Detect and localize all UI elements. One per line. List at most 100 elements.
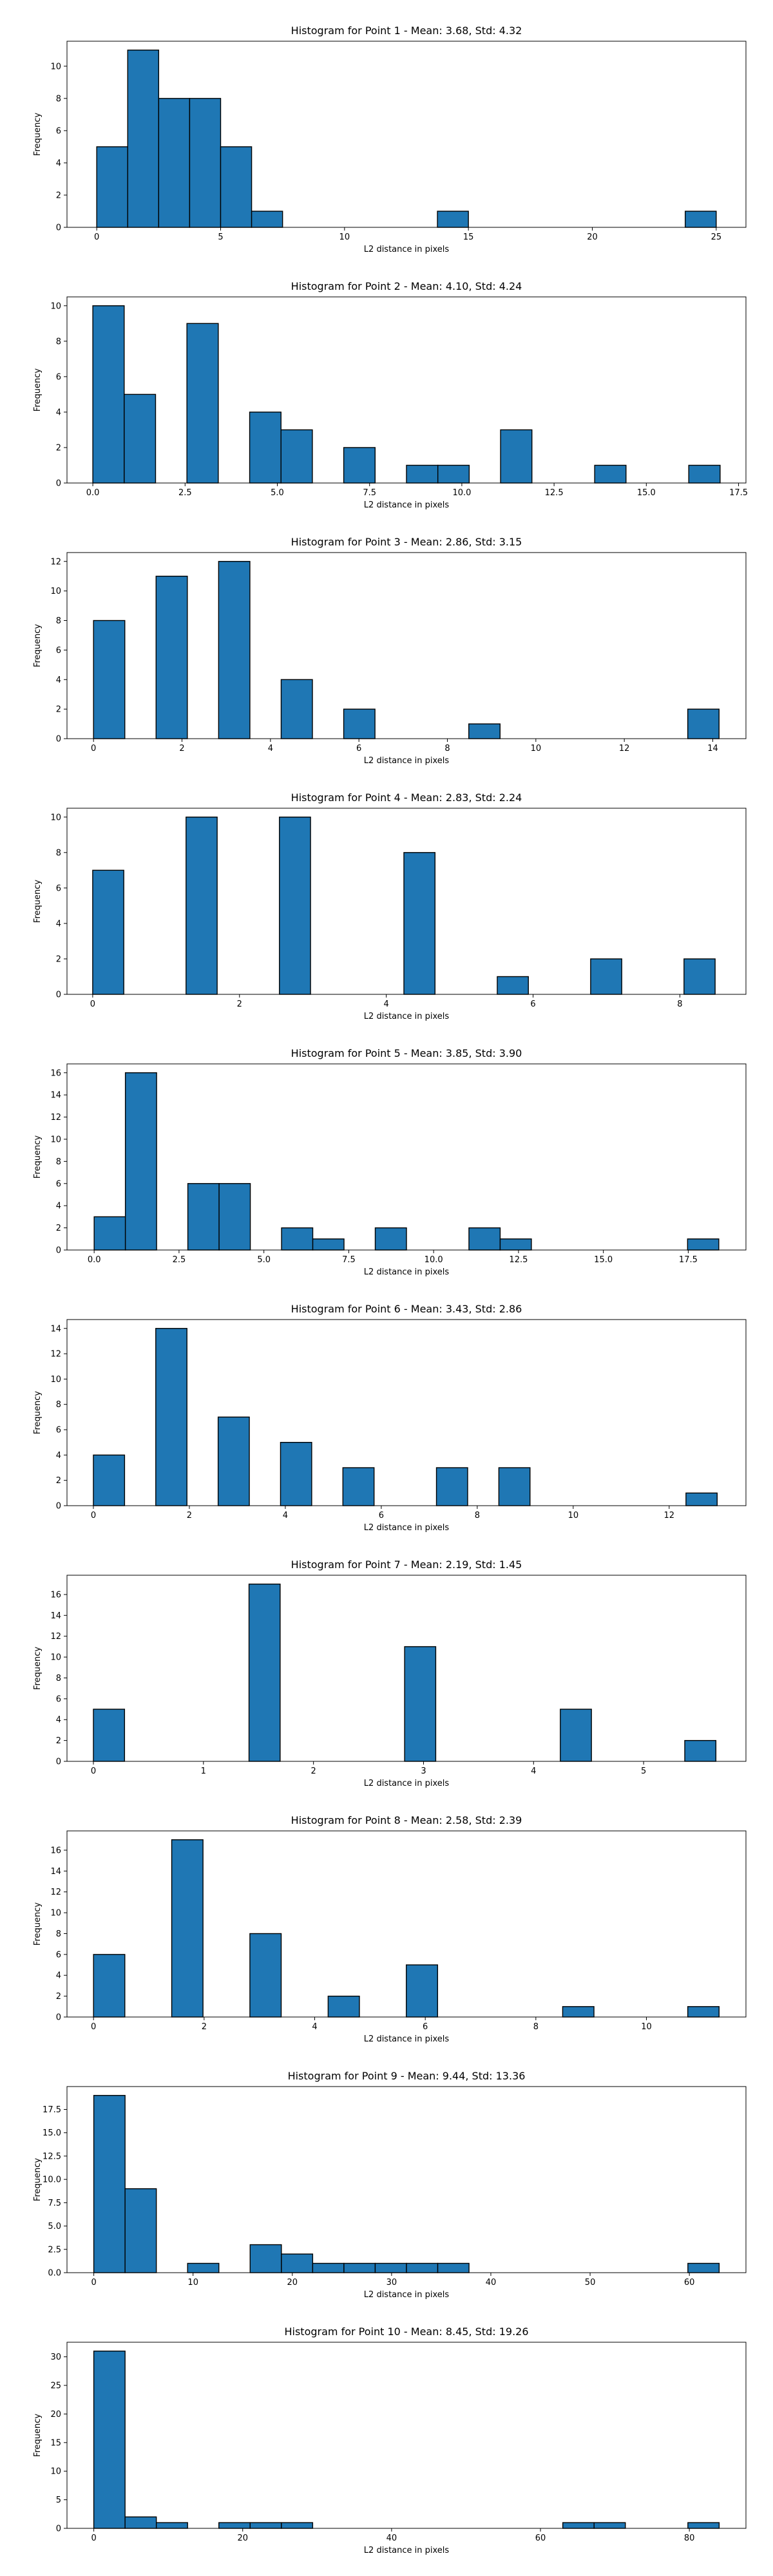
- chart-title: Histogram for Point 2 - Mean: 4.10, Std:…: [291, 280, 522, 292]
- y-tick-label: 4: [56, 158, 61, 168]
- y-tick-label: 14: [50, 1091, 61, 1101]
- histogram-bar: [187, 1183, 220, 1251]
- histogram-bar: [251, 211, 283, 228]
- y-tick-label: 12.5: [43, 2152, 61, 2161]
- x-tick-label: 7.5: [342, 1255, 356, 1265]
- y-tick-label: 10: [50, 587, 61, 596]
- y-tick-label: 4: [56, 1451, 61, 1461]
- histogram-bar: [93, 620, 126, 739]
- x-tick-label: 15.0: [594, 1255, 613, 1265]
- y-tick-label: 8: [56, 1400, 61, 1410]
- y-tick-label: 0: [56, 1502, 61, 1511]
- histogram-bar: [93, 1709, 126, 1762]
- axes-frame: [66, 1063, 747, 1251]
- x-tick-label: 10: [641, 2022, 652, 2032]
- histogram-panel-4: 0 2 4 6 8 0 2 4 6 8 10 Histogram for Point 4 - Mean…: [33, 791, 747, 1021]
- y-tick-label: 10: [50, 1375, 61, 1385]
- x-tick-label: 6: [379, 1511, 384, 1520]
- x-tick-label: 14: [707, 744, 718, 753]
- y-tick-label: 6: [56, 884, 61, 893]
- x-tick-label: 4: [312, 2022, 317, 2032]
- histogram-panel-8: 0 2 4 6 8 10 0 2 4 6 8 10 12 14 16 Histogram for Point …: [33, 1814, 747, 2044]
- y-axis-label: Frequency: [33, 624, 43, 667]
- histogram-bar: [124, 2188, 157, 2273]
- x-tick-label: 1: [201, 1766, 206, 1776]
- y-axis-label: Frequency: [33, 2414, 43, 2457]
- x-tick-label: 10: [568, 1511, 579, 1520]
- y-tick-label: 16: [50, 1068, 61, 1078]
- x-tick-label: 80: [684, 2533, 695, 2543]
- y-tick-label: 2: [56, 443, 61, 453]
- x-tick-label: 3: [421, 1766, 426, 1776]
- histogram-bar: [687, 2006, 720, 2018]
- x-tick-label: 0: [90, 999, 95, 1009]
- histogram-bar: [343, 447, 376, 484]
- y-axis-label: Frequency: [33, 1902, 43, 1946]
- histogram-bar: [468, 1227, 501, 1251]
- x-tick-label: 6: [530, 999, 535, 1009]
- x-tick-label: 17.5: [729, 488, 748, 498]
- y-tick-label: 15.0: [43, 2128, 61, 2138]
- x-tick-label: 2: [202, 2022, 207, 2032]
- histogram-bar: [93, 1954, 126, 2018]
- chart-title: Histogram for Point 1 - Mean: 3.68, Std:…: [291, 24, 522, 37]
- y-axis-label: Frequency: [33, 368, 43, 412]
- y-tick-label: 0: [56, 990, 61, 1000]
- x-tick-label: 12.5: [509, 1255, 528, 1265]
- y-axis-label: Frequency: [33, 1391, 43, 1434]
- x-tick-label: 7.5: [363, 488, 376, 498]
- histogram-bar: [342, 1467, 375, 1506]
- axes-frame: [66, 2342, 747, 2529]
- histogram-bar: [93, 2351, 126, 2529]
- x-tick-label: 17.5: [679, 1255, 698, 1265]
- x-axis-label: L2 distance in pixels: [364, 1267, 450, 1277]
- y-tick-label: 14: [50, 1324, 61, 1334]
- x-tick-label: 6: [423, 2022, 428, 2032]
- histogram-bar: [93, 2095, 126, 2273]
- x-axis-label: L2 distance in pixels: [364, 1779, 450, 1788]
- histogram-bar: [468, 723, 501, 739]
- y-tick-label: 2: [56, 1992, 61, 2002]
- y-tick-label: 10: [50, 2467, 61, 2477]
- histogram-bar: [683, 958, 716, 995]
- y-tick-label: 2.5: [48, 2245, 61, 2255]
- histogram-bar: [688, 464, 721, 484]
- histogram-bar: [155, 576, 188, 739]
- y-axis-label: Frequency: [33, 113, 43, 156]
- y-tick-label: 14: [50, 1611, 61, 1621]
- x-tick-label: 2.5: [178, 488, 192, 498]
- x-axis-label: L2 distance in pixels: [364, 245, 450, 254]
- y-tick-label: 16: [50, 1590, 61, 1600]
- x-tick-label: 60: [535, 2533, 546, 2543]
- histogram-bar: [218, 2522, 251, 2529]
- x-tick-label: 10: [339, 232, 350, 242]
- histogram-bar: [343, 708, 376, 739]
- histogram-bar: [499, 1238, 532, 1251]
- x-tick-label: 6: [356, 744, 361, 753]
- y-tick-label: 10.0: [43, 2175, 61, 2185]
- x-tick-label: 0: [91, 1511, 96, 1520]
- histogram-bar: [249, 412, 282, 484]
- histogram-bar: [593, 2522, 626, 2529]
- x-tick-label: 2: [237, 999, 242, 1009]
- axes-frame: [66, 2086, 747, 2273]
- histogram-bar: [404, 1646, 437, 1762]
- chart-title: Histogram for Point 10 - Mean: 8.45, Std…: [284, 2325, 528, 2338]
- y-tick-label: 6: [56, 1694, 61, 1704]
- histogram-bar: [155, 1328, 187, 1506]
- y-tick-label: 16: [50, 1846, 61, 1855]
- x-tick-label: 30: [386, 2278, 397, 2287]
- y-tick-label: 10: [50, 1135, 61, 1144]
- y-tick-label: 0: [56, 223, 61, 233]
- histogram-bar: [685, 1492, 718, 1506]
- x-tick-label: 8: [475, 1511, 480, 1520]
- axes-frame: [66, 1319, 747, 1506]
- x-tick-label: 20: [237, 2533, 248, 2543]
- chart-title: Histogram for Point 5 - Mean: 3.85, Std:…: [291, 1047, 522, 1059]
- histogram-bar: [687, 1238, 720, 1251]
- axes-frame: [66, 1830, 747, 2018]
- y-tick-label: 10: [50, 62, 61, 71]
- x-axis-label: L2 distance in pixels: [364, 2546, 450, 2555]
- histogram-bar: [497, 976, 529, 995]
